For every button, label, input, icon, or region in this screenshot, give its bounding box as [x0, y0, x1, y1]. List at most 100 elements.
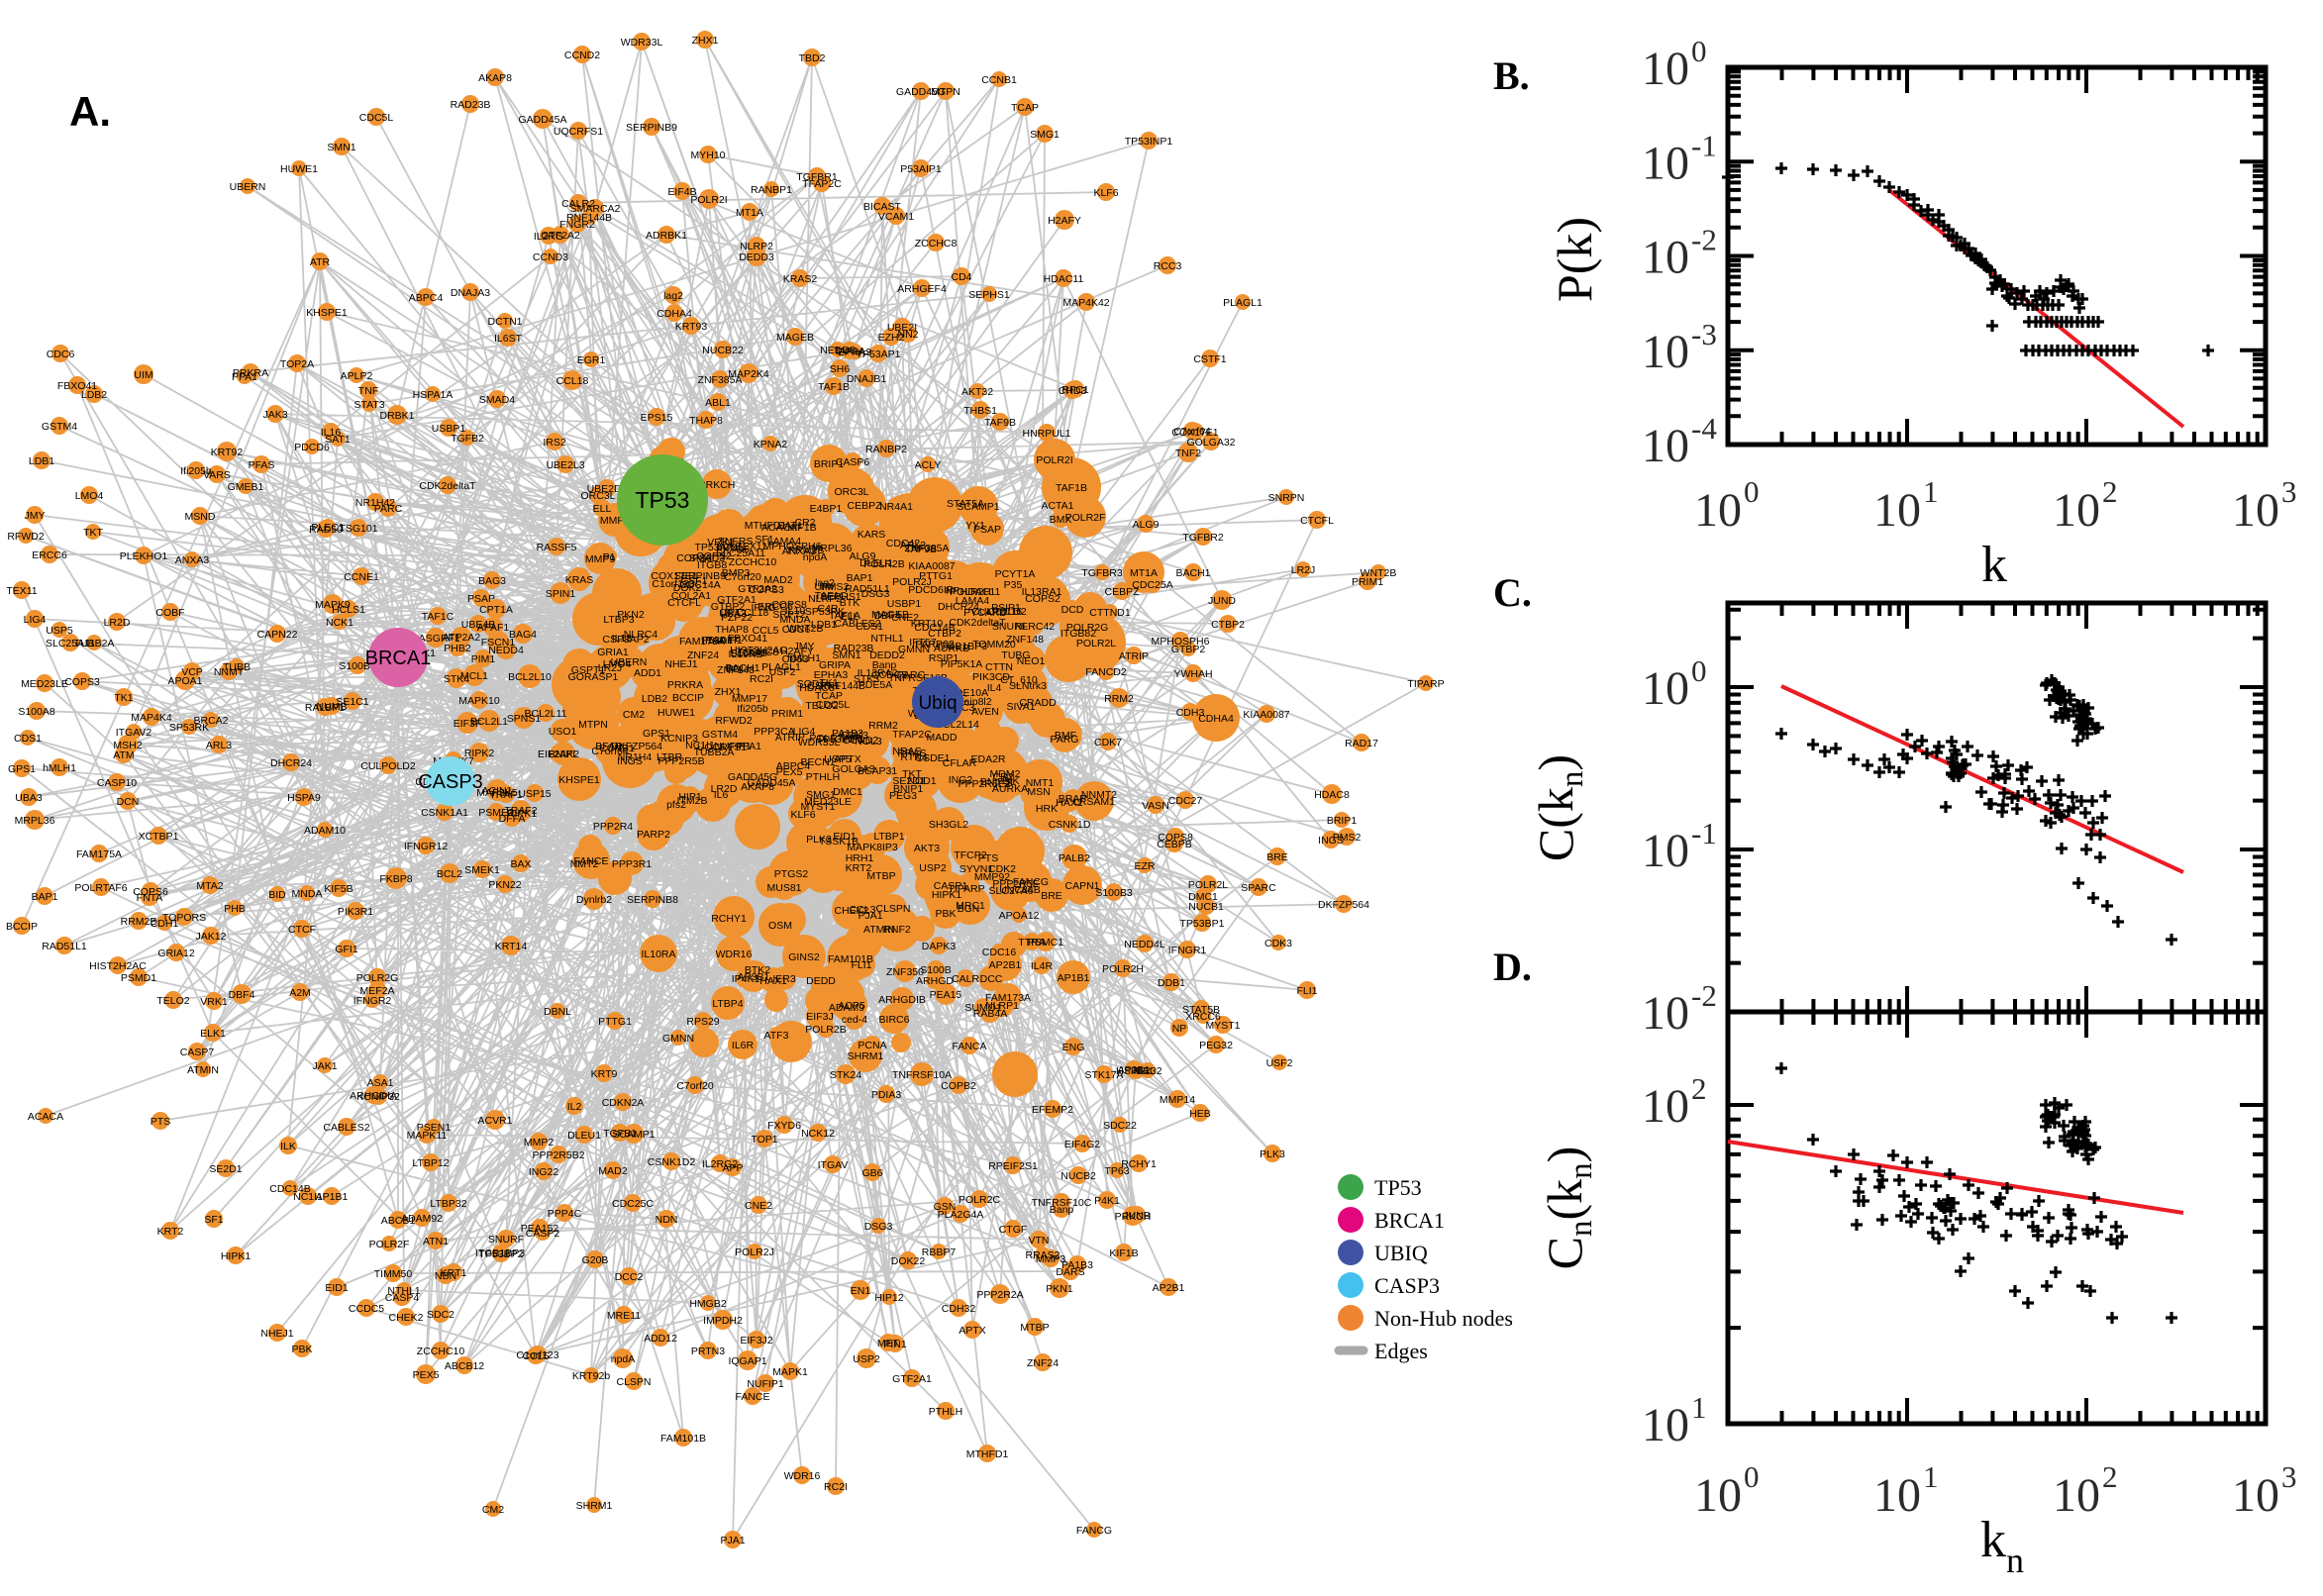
- svg-text:CDC27: CDC27: [1168, 795, 1203, 807]
- svg-text:CDKN2A: CDKN2A: [602, 1097, 645, 1109]
- svg-text:TFAP2C: TFAP2C: [802, 178, 842, 190]
- svg-text:MAD2: MAD2: [763, 574, 792, 586]
- svg-text:PIM1: PIM1: [471, 653, 496, 665]
- svg-text:WDR33L: WDR33L: [798, 737, 841, 748]
- svg-text:DHCR24: DHCR24: [938, 601, 979, 613]
- svg-text:CR2: CR2: [794, 517, 815, 529]
- svg-text:TAF1B: TAF1B: [818, 381, 850, 393]
- svg-text:RANBP1: RANBP1: [751, 184, 792, 196]
- svg-text:LRSAM1: LRSAM1: [1073, 796, 1115, 808]
- svg-text:USF2: USF2: [769, 666, 796, 678]
- svg-text:HAX1: HAX1: [759, 975, 787, 987]
- svg-text:EZH2: EZH2: [878, 332, 905, 344]
- svg-text:PKN1: PKN1: [1046, 1283, 1073, 1295]
- svg-text:BRCA1: BRCA1: [1374, 1208, 1445, 1233]
- svg-text:HAX2: HAX2: [1056, 797, 1083, 809]
- svg-text:CCND2: CCND2: [843, 735, 878, 747]
- svg-text:-2: -2: [1691, 223, 1717, 257]
- svg-text:PDCD6IP: PDCD6IP: [908, 584, 954, 596]
- svg-text:ENG: ENG: [1062, 1042, 1085, 1053]
- svg-text:RRM2: RRM2: [1104, 693, 1134, 705]
- svg-text:AP3B1: AP3B1: [1118, 1064, 1151, 1076]
- svg-text:MRE11: MRE11: [607, 1310, 641, 1322]
- svg-text:FBXO41: FBXO41: [728, 633, 767, 645]
- svg-text:APP: APP: [722, 1162, 743, 1174]
- svg-text:CDH32: CDH32: [942, 1303, 976, 1315]
- svg-text:ARHGDIA: ARHGDIA: [350, 1090, 397, 1102]
- svg-text:C1orf123: C1orf123: [652, 578, 694, 590]
- svg-text:TP53: TP53: [1374, 1175, 1422, 1200]
- svg-text:10: 10: [2053, 484, 2100, 537]
- svg-text:BAX: BAX: [510, 858, 531, 870]
- svg-text:HSPA1L: HSPA1L: [1116, 1065, 1156, 1077]
- svg-text:BRE: BRE: [1266, 851, 1288, 863]
- svg-text:NLRP1: NLRP1: [985, 1000, 1019, 1012]
- svg-text:USP5: USP5: [46, 625, 73, 637]
- svg-text:DAPK3: DAPK3: [922, 941, 957, 952]
- svg-text:STK3: STK3: [854, 673, 879, 685]
- svg-text:ZNF385A: ZNF385A: [698, 374, 743, 386]
- svg-text:MSH2: MSH2: [113, 740, 142, 751]
- svg-text:ING2: ING2: [949, 774, 973, 786]
- svg-text:KRT92b: KRT92b: [572, 1370, 610, 1382]
- svg-text:BMX: BMX: [1050, 514, 1072, 526]
- svg-text:POLR2H: POLR2H: [1102, 963, 1144, 975]
- svg-text:RAD51L1: RAD51L1: [845, 583, 890, 595]
- svg-text:DKFZP564: DKFZP564: [1318, 899, 1369, 911]
- svg-text:ALG9: ALG9: [850, 550, 876, 562]
- svg-text:THBS1: THBS1: [963, 405, 997, 417]
- svg-text:BMF: BMF: [1055, 730, 1076, 742]
- svg-text:HSPA9: HSPA9: [287, 792, 321, 804]
- svg-text:CSNK1D2: CSNK1D2: [648, 1156, 696, 1168]
- svg-text:KRAS2: KRAS2: [783, 273, 818, 285]
- svg-text:CTGF: CTGF: [999, 1224, 1028, 1236]
- svg-text:SLC25A11: SLC25A11: [716, 548, 765, 559]
- svg-text:COPS3: COPS3: [64, 676, 100, 688]
- svg-text:ITM2B: ITM2B: [677, 795, 708, 807]
- svg-text:NHEJ1: NHEJ1: [260, 1328, 293, 1340]
- svg-text:CCNB1: CCNB1: [981, 74, 1017, 86]
- svg-text:MNDA: MNDA: [292, 888, 323, 900]
- svg-text:BCL2L11: BCL2L11: [524, 708, 566, 720]
- svg-text:POLR2C: POLR2C: [959, 1194, 1000, 1206]
- svg-text:HDAC8: HDAC8: [1314, 789, 1350, 801]
- svg-text:GADD45A: GADD45A: [747, 777, 795, 789]
- svg-text:TKT: TKT: [902, 768, 922, 780]
- svg-text:ITGB1BP3: ITGB1BP3: [938, 641, 987, 652]
- svg-text:CSTF1: CSTF1: [807, 680, 840, 692]
- svg-text:POLR2G: POLR2G: [1066, 622, 1109, 634]
- svg-text:PPA1: PPA1: [736, 741, 761, 752]
- svg-text:HIP12: HIP12: [874, 1292, 903, 1304]
- svg-text:POLR2I: POLR2I: [690, 194, 727, 206]
- svg-text:NLRP2: NLRP2: [740, 241, 773, 252]
- svg-text:MT1A: MT1A: [1130, 567, 1158, 579]
- svg-text:RC2I: RC2I: [750, 673, 773, 685]
- svg-text:SEPHS1: SEPHS1: [968, 289, 1010, 301]
- svg-text:SMEK1: SMEK1: [464, 864, 500, 876]
- svg-text:ATRIP: ATRIP: [775, 732, 805, 744]
- svg-text:IL10RA: IL10RA: [641, 948, 675, 960]
- svg-text:APAF1: APAF1: [477, 622, 510, 634]
- svg-text:NDN: NDN: [656, 1214, 678, 1226]
- svg-text:SE1C1: SE1C1: [336, 696, 368, 708]
- svg-text:HIP1: HIP1: [678, 791, 702, 803]
- svg-text:PZP22: PZP22: [721, 612, 753, 624]
- svg-text:NLRP2: NLRP2: [808, 593, 842, 605]
- svg-text:ARHGEF4: ARHGEF4: [897, 283, 947, 295]
- svg-text:IL10: IL10: [785, 605, 806, 617]
- svg-text:-2: -2: [1691, 978, 1717, 1013]
- svg-text:COPS3: COPS3: [749, 584, 784, 596]
- svg-text:RASSF5: RASSF5: [537, 542, 577, 553]
- svg-text:MTHFD1: MTHFD1: [966, 1448, 1009, 1460]
- svg-text:ADD12: ADD12: [644, 1333, 677, 1345]
- svg-text:USF2: USF2: [1266, 1057, 1293, 1069]
- svg-text:ABCB1: ABCB1: [381, 1215, 416, 1227]
- svg-text:VCAM1: VCAM1: [878, 211, 914, 223]
- svg-text:GSTM4: GSTM4: [702, 729, 738, 741]
- svg-text:TFAP2C: TFAP2C: [892, 729, 932, 741]
- svg-text:PCYT1A: PCYT1A: [995, 568, 1036, 580]
- svg-text:ZHX1: ZHX1: [692, 35, 719, 47]
- svg-text:HEB: HEB: [1189, 1108, 1211, 1120]
- svg-text:LTBP3: LTBP3: [603, 614, 634, 626]
- svg-text:BTK2: BTK2: [745, 964, 770, 976]
